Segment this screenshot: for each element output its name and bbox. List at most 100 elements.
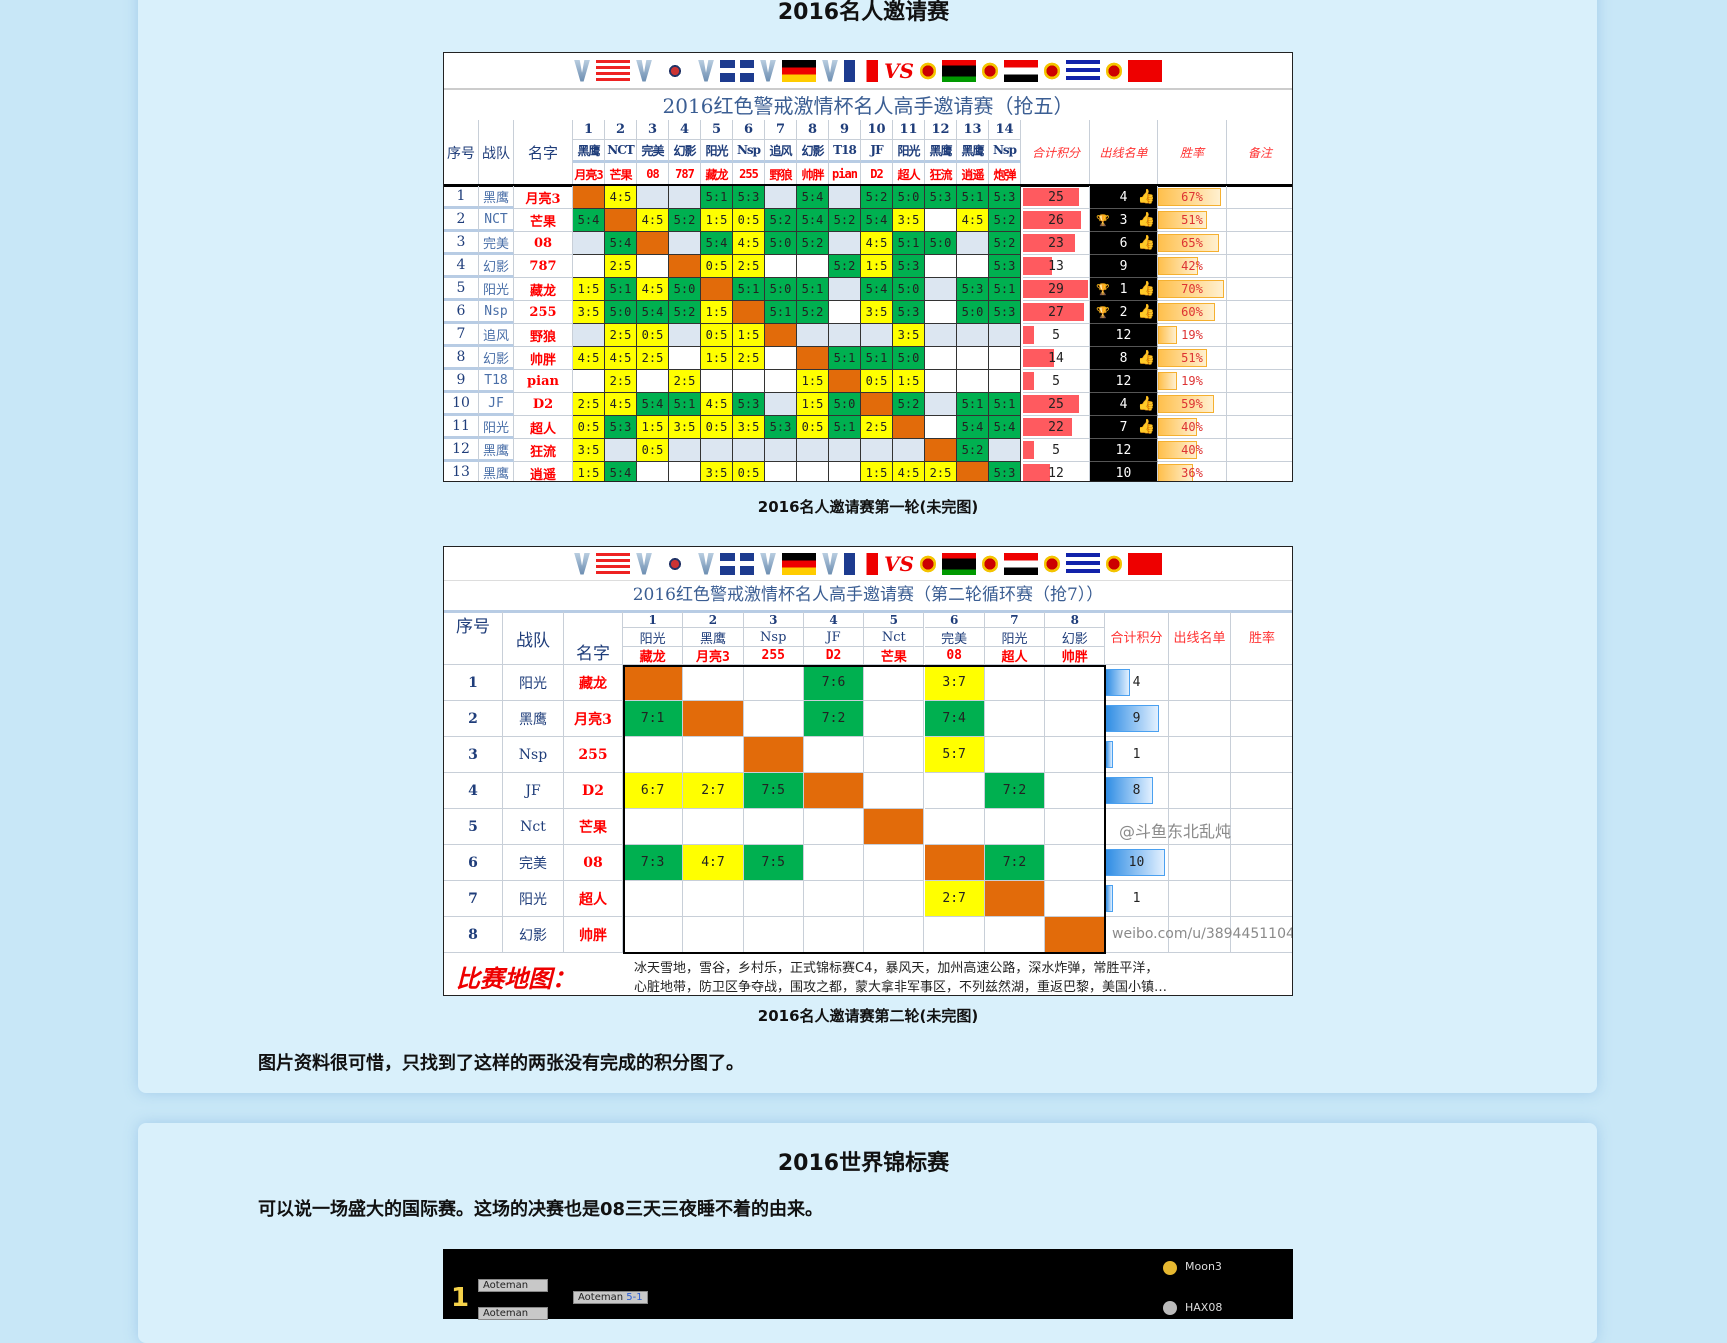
score-cell [803, 917, 865, 953]
table-title: 2016红色警戒激情杯名人高手邀请赛（第二轮循环赛（抢7）） [444, 580, 1292, 613]
points-cell: 13 [1023, 255, 1090, 278]
points-cell: 5 [1023, 324, 1090, 347]
header-winrate: 胜率 [1231, 612, 1292, 665]
row-team: 阳光 [479, 416, 514, 439]
score-cell: 5:4 [861, 278, 893, 301]
score-cell: 2:5 [733, 347, 765, 370]
points-cell: 14 [1023, 347, 1090, 370]
points-value: 29 [1048, 281, 1064, 297]
score-cell: 5:0 [925, 232, 957, 255]
points-cell [1105, 917, 1169, 953]
self-match-cell [893, 416, 925, 439]
column-team: 完美 [637, 140, 669, 163]
score-cell: 1:5 [573, 462, 605, 481]
score-cell: 2:5 [605, 324, 637, 347]
score-cell: 5:3 [605, 416, 637, 439]
points-value: 10 [1128, 855, 1145, 870]
score-cell: 5:1 [989, 278, 1021, 301]
column-number: 1 [623, 612, 684, 628]
winrate-cell [1231, 737, 1292, 773]
points-cell: 4 [1105, 665, 1169, 701]
column-name: 月亮3 [683, 647, 744, 665]
score-cell: 4:5 [957, 209, 989, 232]
points-value: 1 [1132, 891, 1141, 906]
libya-flag-icon [941, 552, 976, 575]
paragraph-invitational: 图片资料很可惜，只找到了这样的两张没有完成的积分图了。 [258, 1053, 744, 1074]
winrate-cell: 19% [1158, 324, 1227, 347]
score-cell [669, 186, 701, 209]
row-name: 芒果 [564, 809, 623, 845]
column-name: pian [829, 163, 861, 186]
score-cell [957, 324, 989, 347]
score-cell [957, 370, 989, 393]
row-seq: 11 [444, 416, 479, 439]
score-cell [743, 917, 804, 953]
score-cell [925, 301, 957, 324]
winrate-bar [1158, 372, 1178, 390]
column-team: Nsp [989, 140, 1021, 163]
row-seq: 2 [444, 209, 479, 232]
korea-flag-icon [658, 552, 693, 575]
score-cell: 5:2 [765, 209, 797, 232]
winrate-value: 19% [1181, 328, 1203, 342]
vs-label: VS [884, 551, 914, 576]
header-qualify: 出线名单 [1169, 612, 1231, 665]
points-cell: 27 [1023, 301, 1090, 324]
row-team: 追风 [479, 324, 514, 347]
score-cell: 4:5 [605, 347, 637, 370]
qualify-rank: 1 [1119, 281, 1128, 297]
podium-first: Moon3 [1185, 1260, 1222, 1273]
score-cell [637, 255, 669, 278]
self-match-cell [623, 665, 684, 701]
points-bar [1023, 303, 1084, 321]
score-cell [797, 255, 829, 278]
score-cell [925, 278, 957, 301]
qualify-rank: 3 [1119, 212, 1128, 228]
winrate-value: 59% [1181, 397, 1203, 411]
header-qualify: 出线名单 [1090, 120, 1158, 186]
column-name: 月亮3 [573, 163, 605, 186]
winrate-cell: 65% [1158, 232, 1227, 255]
column-team: JF [861, 140, 893, 163]
note-cell [1227, 370, 1292, 393]
column-team: T18 [829, 140, 861, 163]
soviet-emblem-icon [1043, 552, 1060, 575]
score-cell [924, 917, 985, 953]
match-score: 5-1 [626, 1292, 643, 1303]
silver-medal-icon [1163, 1301, 1177, 1315]
winrate-cell: 59% [1158, 393, 1227, 416]
score-cell: 1:5 [893, 370, 925, 393]
self-match-cell [1045, 917, 1106, 953]
winrate-cell: 42% [1158, 255, 1227, 278]
score-cell [765, 347, 797, 370]
standings-image-round2: VS 2016红色警戒激情杯名人高手邀请赛（第二轮循环赛（抢7）） 序号 战队 名字 1 阳… [443, 546, 1293, 996]
score-cell [989, 370, 1021, 393]
score-cell: 1:5 [701, 347, 733, 370]
gold-medal-icon [1163, 1261, 1177, 1275]
score-cell: 5:1 [829, 347, 861, 370]
score-cell [683, 665, 744, 701]
score-cell [864, 665, 925, 701]
score-cell [924, 773, 985, 809]
row-seq: 3 [444, 232, 479, 255]
maps-list: 冰天雪地，雪谷，乡村乐，正式锦标赛C4，暴风天，加州高速公路，深水炸弹，常胜平洋… [634, 961, 1159, 976]
ussr-flag-icon [1127, 552, 1162, 575]
score-cell: 5:2 [797, 232, 829, 255]
score-cell: 5:4 [605, 232, 637, 255]
row-team: Nsp [479, 301, 514, 324]
header-name: 名字 [564, 612, 623, 665]
soviet-emblem-icon [981, 59, 998, 82]
thumbs-up-icon: 👍 [1137, 304, 1155, 320]
qualify-cell: 4 👍 [1090, 186, 1158, 209]
thumbs-up-icon: 👍 [1137, 189, 1155, 205]
points-cell: 1 [1105, 881, 1169, 917]
score-cell: 0:5 [573, 416, 605, 439]
libya-flag-icon [941, 59, 976, 82]
score-cell [989, 347, 1021, 370]
row-team: 完美 [503, 845, 564, 881]
score-cell: 5:4 [957, 416, 989, 439]
column-number: 13 [957, 120, 989, 140]
row-seq: 6 [444, 845, 503, 881]
qualify-cell [1169, 665, 1231, 701]
row-team: NCT [479, 209, 514, 232]
